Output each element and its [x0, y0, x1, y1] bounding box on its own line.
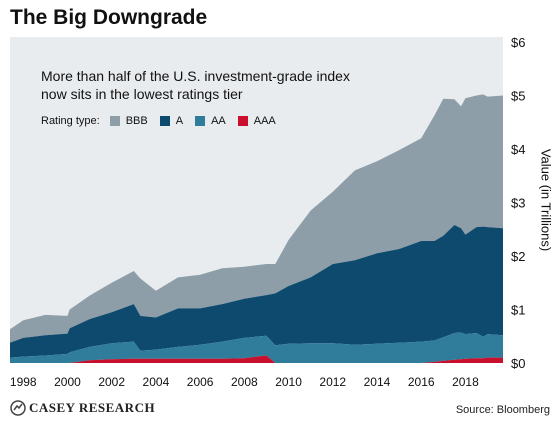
source-note: Source: Bloomberg — [455, 404, 550, 416]
y-tick-label: $6 — [511, 35, 525, 50]
legend-item-aaa: AAA — [237, 115, 276, 127]
legend-swatch-aa — [195, 116, 206, 126]
x-tick-label: 2004 — [143, 375, 170, 389]
x-tick-label: 2014 — [364, 375, 391, 389]
legend-item-aa: AA — [195, 115, 226, 127]
x-tick-label: 2008 — [231, 375, 258, 389]
x-tick-label: 2012 — [319, 375, 346, 389]
subtitle-line-2: now sits in the lowest ratings tier — [41, 86, 243, 102]
y-tick-labels: $0 $1 $2 $3 $4 $5 $6 — [511, 35, 525, 371]
x-tick-label: 2006 — [187, 375, 214, 389]
x-tick-label: 2002 — [98, 375, 125, 389]
legend-text-a: A — [175, 115, 184, 127]
y-tick-label: $2 — [511, 249, 525, 264]
chart-subtitle: More than half of the U.S. investment-gr… — [41, 67, 361, 103]
y-tick-label: $1 — [511, 303, 525, 318]
legend: Rating type: BBB A AA AAA — [41, 115, 288, 127]
logo-emblem-icon — [10, 400, 26, 416]
area-a — [10, 225, 503, 358]
x-tick-label: 2010 — [275, 375, 302, 389]
legend-text-aa: AA — [211, 115, 226, 127]
legend-swatch-a — [159, 116, 170, 126]
legend-item-bbb: BBB — [109, 115, 148, 127]
legend-text-bbb: BBB — [125, 115, 148, 127]
legend-swatch-bbb — [109, 116, 120, 126]
area-series-group — [10, 94, 503, 363]
logo-text: CASEY RESEARCH — [29, 400, 156, 415]
legend-text-aaa: AAA — [253, 115, 276, 127]
area-bbb — [10, 94, 503, 343]
legend-swatch-aaa — [237, 116, 248, 126]
y-tick-label: $5 — [511, 89, 525, 104]
y-tick-label: $0 — [511, 356, 525, 371]
chart-title: The Big Downgrade — [10, 6, 208, 29]
area-aa — [10, 332, 503, 363]
y-tick-label: $4 — [511, 142, 525, 157]
x-tick-label: 1998 — [10, 375, 37, 389]
legend-item-a: A — [159, 115, 184, 127]
x-tick-label: 2018 — [452, 375, 479, 389]
legend-label: Rating type: — [41, 115, 100, 127]
x-tick-label: 2016 — [408, 375, 435, 389]
y-tick-label: $3 — [511, 196, 525, 211]
subtitle-line-1: More than half of the U.S. investment-gr… — [41, 68, 350, 84]
y-axis-title: Value (in Trillions) — [538, 148, 554, 252]
x-tick-labels: 1998 2000 2002 2004 2006 2008 2010 2012 2014 2016… — [10, 375, 479, 389]
area-aaa — [10, 355, 503, 363]
casey-research-logo: CASEY RESEARCH — [10, 400, 155, 416]
x-tick-label: 2000 — [54, 375, 81, 389]
